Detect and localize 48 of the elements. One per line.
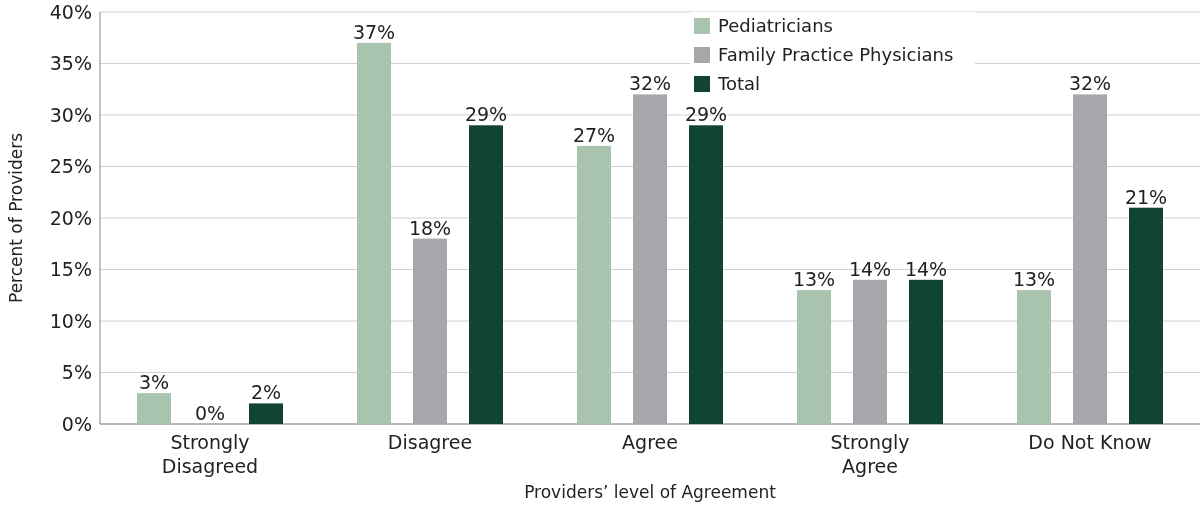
data-label: 32% (628, 72, 672, 95)
y-tick-label: 0% (61, 412, 92, 435)
bar (797, 290, 831, 424)
data-label: 37% (352, 20, 396, 43)
data-label: 27% (572, 123, 616, 146)
y-tick-label: 5% (61, 361, 92, 384)
x-tick-label: Strongly Disagreed (161, 431, 259, 477)
data-label: 14% (904, 257, 948, 280)
bar (853, 279, 887, 424)
data-label: 13% (792, 268, 836, 291)
y-tick-label: 35% (49, 52, 92, 75)
data-label: 2% (250, 381, 282, 404)
data-label: 32% (1068, 72, 1112, 95)
data-label: 29% (464, 103, 508, 126)
data-label: 29% (684, 103, 728, 126)
x-axis-title: Providers’ level of Agreement (524, 482, 777, 502)
data-label: 3% (138, 371, 170, 394)
legend-label: Pediatricians (718, 15, 833, 37)
legend-label: Family Practice Physicians (718, 44, 954, 66)
data-label: 18% (408, 216, 452, 239)
x-tick-label: Disagree (387, 431, 473, 453)
bar (357, 42, 391, 424)
y-tick-label: 25% (49, 155, 92, 178)
data-label: 0% (194, 402, 226, 424)
bar (137, 393, 171, 424)
x-tick-label: Do Not Know (1028, 431, 1152, 453)
bar (909, 279, 943, 424)
bar (1073, 94, 1107, 424)
legend-label: Total (717, 73, 761, 95)
data-label: 21% (1124, 185, 1168, 208)
y-tick-label: 10% (49, 309, 92, 332)
bar (1017, 290, 1051, 424)
y-tick-label: 20% (49, 206, 92, 229)
y-axis-title: Percent of Providers (6, 132, 26, 304)
bar (577, 145, 611, 424)
data-label: 13% (1012, 268, 1056, 291)
bar (413, 238, 447, 424)
bar (689, 125, 723, 424)
y-tick-label: 15% (49, 258, 92, 281)
bar (1129, 207, 1163, 424)
bar (249, 403, 283, 424)
y-tick-label: 40% (49, 0, 92, 23)
x-tick-label: Strongly Agree (830, 431, 910, 477)
data-label: 14% (848, 257, 892, 280)
x-tick-label: Agree (622, 431, 678, 453)
bar (633, 94, 667, 424)
y-tick-label: 30% (49, 103, 92, 126)
bar (469, 125, 503, 424)
